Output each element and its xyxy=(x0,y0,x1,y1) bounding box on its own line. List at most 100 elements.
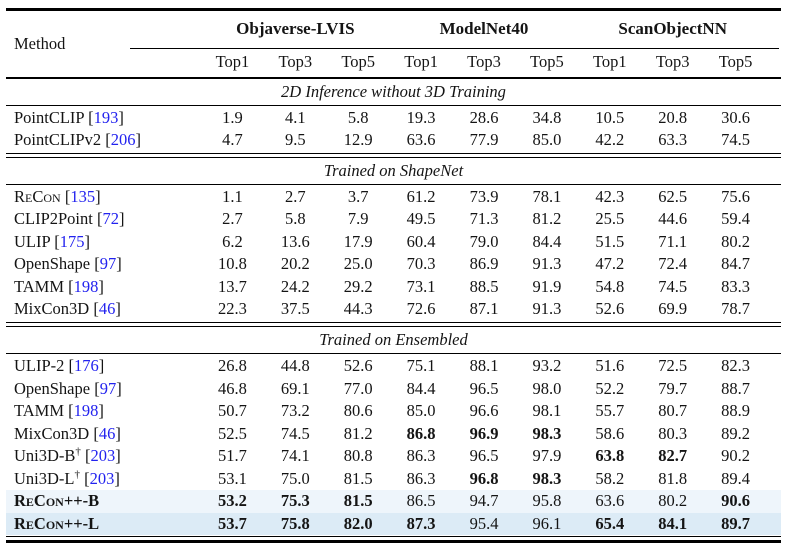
metric-value: 80.8 xyxy=(343,446,373,466)
citation: [97] xyxy=(90,254,122,274)
citation: [176] xyxy=(64,356,105,376)
metric-value: 73.9 xyxy=(469,186,499,206)
table-row: ULIP [175] 6.2 13.6 17.9 60.4 79.0 84.4 51.5 71.… xyxy=(6,231,781,254)
metric-value: 77.0 xyxy=(343,378,373,398)
metric-value: 5.8 xyxy=(347,107,369,127)
metric-value: 25.0 xyxy=(343,254,373,274)
metric-value: 87.3 xyxy=(406,513,436,533)
metric-value: 70.3 xyxy=(406,254,436,274)
method-name: ULIP-2 xyxy=(14,356,65,376)
method-column-header: Method xyxy=(14,33,66,53)
citation-link[interactable]: 203 xyxy=(89,468,115,488)
metric-value: 74.5 xyxy=(658,276,688,296)
method-cell: MixCon3D [46] xyxy=(6,423,201,446)
citation-link[interactable]: 198 xyxy=(73,276,99,296)
citation-link[interactable]: 198 xyxy=(73,401,99,421)
metric-value: 81.8 xyxy=(658,468,688,488)
metric-value: 86.9 xyxy=(469,254,499,274)
method-name: ReCon++-B xyxy=(14,491,100,511)
metric-value: 80.3 xyxy=(658,423,688,443)
metric-value: 74.1 xyxy=(280,446,310,466)
metric-value: 59.4 xyxy=(721,209,750,229)
metric-value: 50.7 xyxy=(218,401,247,421)
method-name: OpenShape xyxy=(14,378,91,398)
metric-value: 2.7 xyxy=(222,209,243,229)
metric-value: 90.2 xyxy=(721,446,750,466)
metric-value: 89.7 xyxy=(721,513,750,533)
metric-value: 98.0 xyxy=(532,378,562,398)
citation: [175] xyxy=(50,231,90,251)
table-row: ReCon [135] 1.1 2.7 3.7 61.2 73.9 78.1 42.3 62.5… xyxy=(6,186,781,209)
metric-value: 19.3 xyxy=(406,107,436,127)
metric-value: 88.7 xyxy=(721,378,750,398)
metric-value: 51.7 xyxy=(218,446,247,466)
metric-value: 10.5 xyxy=(595,107,625,127)
metric-value: 86.5 xyxy=(406,491,436,511)
metric-value: 85.0 xyxy=(532,130,562,150)
section-rows: ULIP-2 [176] 26.8 44.8 52.6 75.1 88.1 93.2 51.6… xyxy=(6,354,781,536)
method-cell: Uni3D-L† [203] xyxy=(6,468,201,491)
table-row: ReCon++-L 53.7 75.8 82.0 87.3 95.4 96.1 65.4 84.… xyxy=(6,512,781,536)
method-cell: ReCon++-B xyxy=(6,490,201,513)
method-cell: ReCon++-L xyxy=(6,513,201,536)
metric-cells: 26.8 44.8 52.6 75.1 88.1 93.2 51.6 72.5 82.3 xyxy=(201,355,781,378)
metric-value: 69.1 xyxy=(280,378,310,398)
metric-value: 88.9 xyxy=(721,401,750,421)
metric-value: 42.3 xyxy=(595,186,625,206)
citation-link[interactable]: 135 xyxy=(70,186,96,206)
metric-value: 82.3 xyxy=(721,356,750,376)
metric-value: 2.7 xyxy=(285,186,306,206)
metric-value: 75.6 xyxy=(721,186,750,206)
table-row: Uni3D-B† [203] 51.7 74.1 80.8 86.3 96.5 97.9 63… xyxy=(6,445,781,468)
dagger-mark: † xyxy=(74,468,81,481)
metric-value: 80.6 xyxy=(343,401,373,421)
citation-link[interactable]: 175 xyxy=(59,231,85,251)
metric-cells: 53.1 75.0 81.5 86.3 96.8 98.3 58.2 81.8 89.4 xyxy=(201,468,781,491)
metric-value: 46.8 xyxy=(218,378,247,398)
table-bottom-rule xyxy=(6,536,781,544)
table-row: TAMM [198] 50.7 73.2 80.6 85.0 96.6 98.1 55.7 80… xyxy=(6,400,781,423)
method-cell: PointCLIP [193] xyxy=(6,107,201,130)
metric-value: 81.2 xyxy=(343,423,373,443)
method-cell: PointCLIPv2 [206] xyxy=(6,129,201,152)
topk-header-row: Top1 Top3 Top5 Top1 Top3 Top5 Top1 Top3 Top5 xyxy=(201,47,767,77)
method-name: TAMM xyxy=(14,401,65,421)
metric-value: 93.2 xyxy=(532,356,562,376)
metric-value: 53.2 xyxy=(218,491,247,511)
table-row: CLIP2Point [72] 2.7 5.8 7.9 49.5 71.3 81.2 25.5… xyxy=(6,208,781,231)
metric-value: 5.8 xyxy=(285,209,306,229)
metric-value: 9.5 xyxy=(285,130,306,150)
metric-value: 98.3 xyxy=(532,468,562,488)
citation-link[interactable]: 203 xyxy=(90,446,116,466)
citation: [198] xyxy=(64,401,104,421)
metric-value: 12.9 xyxy=(343,130,373,150)
section-rows: PointCLIP [193] 1.9 4.1 5.8 19.3 28.6 34.8 10.5… xyxy=(6,106,781,153)
subheader-top5-5: Top5 xyxy=(530,51,564,71)
citation-link[interactable]: 97 xyxy=(99,378,117,398)
method-name: ReCon xyxy=(14,186,61,206)
section-title-rule xyxy=(6,352,781,355)
citation-link[interactable]: 206 xyxy=(110,130,136,150)
metric-value: 17.9 xyxy=(343,231,373,251)
metric-value: 89.4 xyxy=(721,468,750,488)
metric-value: 86.8 xyxy=(406,423,436,443)
citation-link[interactable]: 97 xyxy=(99,254,117,274)
citation-link[interactable]: 46 xyxy=(98,423,116,443)
citation-link[interactable]: 176 xyxy=(74,356,99,376)
group-underline-rule xyxy=(130,47,779,49)
metric-value: 3.7 xyxy=(347,186,369,206)
table-row: MixCon3D [46] 22.3 37.5 44.3 72.6 87.1 91.3 52.… xyxy=(6,298,781,321)
citation-link[interactable]: 46 xyxy=(98,299,116,319)
metric-value: 63.3 xyxy=(658,130,688,150)
metric-value: 82.0 xyxy=(343,513,373,533)
citation-link[interactable]: 72 xyxy=(102,209,119,229)
citation-link[interactable]: 193 xyxy=(93,107,119,127)
table-row: MixCon3D [46] 52.5 74.5 81.2 86.8 96.9 98.3 58.… xyxy=(6,423,781,446)
citation: [46] xyxy=(89,299,121,319)
table-row: PointCLIP [193] 1.9 4.1 5.8 19.3 28.6 34.8 10.5… xyxy=(6,107,781,130)
metric-value: 80.7 xyxy=(658,401,688,421)
section-title: 2D Inference without 3D Training xyxy=(281,81,506,101)
citation: [46] xyxy=(89,423,121,443)
metric-value: 95.8 xyxy=(532,491,562,511)
